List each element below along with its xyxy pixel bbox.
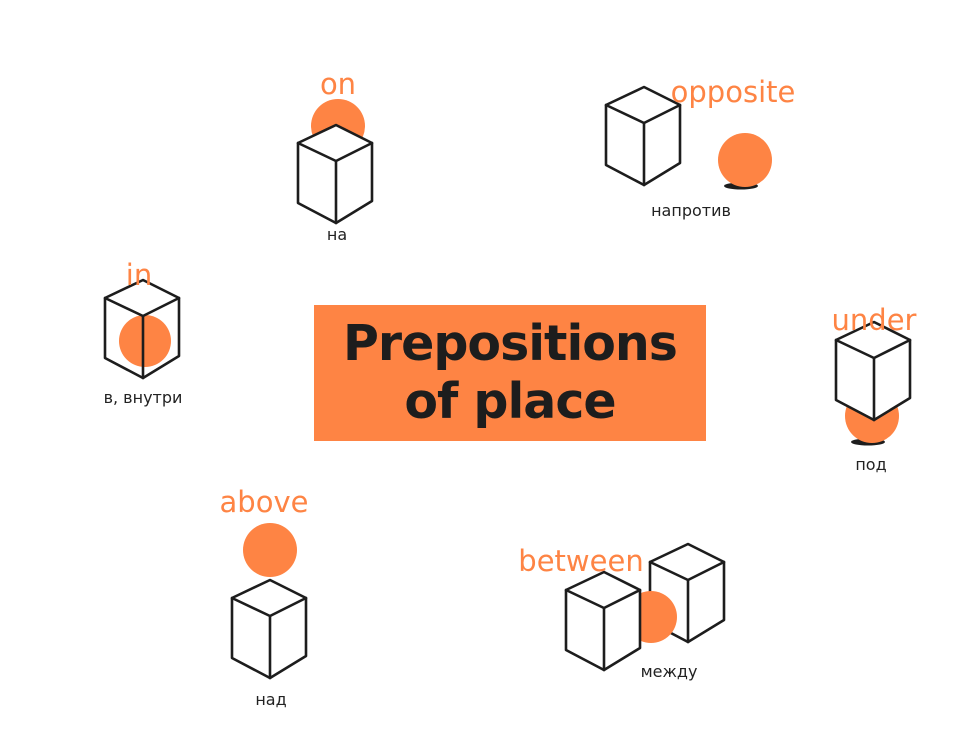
on-cube xyxy=(296,123,374,225)
opposite-cube xyxy=(604,85,682,187)
label-in-ru: в, внутри xyxy=(103,388,183,407)
opposite-illustration xyxy=(604,85,772,190)
label-under-en: under xyxy=(831,303,917,337)
title-line-2: of place xyxy=(404,373,616,430)
label-between-ru: между xyxy=(640,662,698,681)
label-above-en: above xyxy=(219,485,309,519)
label-opposite-ru: напротив xyxy=(651,201,731,220)
above-cube xyxy=(230,578,308,680)
label-under-ru: под xyxy=(855,455,887,474)
label-opposite-en: opposite xyxy=(670,75,796,109)
under-illustration xyxy=(834,320,912,446)
title: Prepositions of place xyxy=(343,315,678,431)
between-illustration xyxy=(564,542,726,672)
label-between-en: between xyxy=(518,544,644,578)
opposite-ball xyxy=(718,133,772,187)
title-line-1: Prepositions xyxy=(343,315,678,372)
label-in-en: in xyxy=(125,258,153,292)
between-cube-front xyxy=(564,570,642,672)
in-ball xyxy=(119,315,171,367)
label-on-ru: на xyxy=(326,225,348,244)
in-illustration xyxy=(103,278,181,380)
label-above-ru: над xyxy=(255,690,287,709)
label-on-en: on xyxy=(319,67,357,101)
title-box: Prepositions of place xyxy=(314,305,706,441)
above-illustration xyxy=(230,523,308,680)
on-illustration xyxy=(296,99,374,225)
above-ball xyxy=(243,523,297,577)
